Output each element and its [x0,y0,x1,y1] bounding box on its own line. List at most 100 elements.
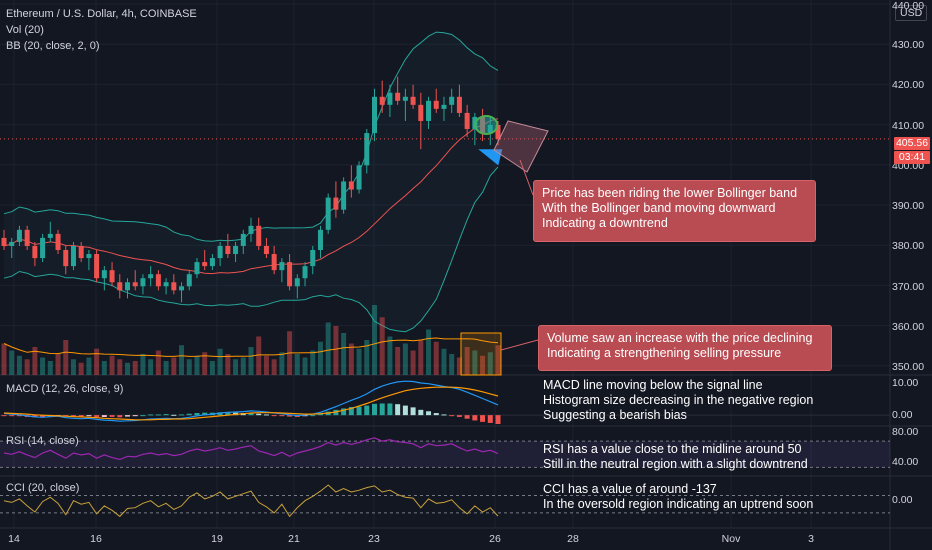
candle-body [379,96,385,105]
macd-histogram-bar [217,412,223,416]
candle-body [402,96,408,101]
volume-bar [387,336,393,375]
macd-histogram-bar [16,415,22,417]
macd-signal-line [3,386,499,421]
symbol-title[interactable]: Ethereum / U.S. Dollar, 4h, COINBASE [6,8,197,20]
volume-bar [410,350,416,375]
volume-bar [325,322,331,375]
cci-note-line: CCI has a value of around -137 [543,482,717,496]
y-tick-rsi: 40.00 [892,456,919,468]
candle-body [140,278,146,287]
bb-basis-line [3,118,499,275]
candle-body [202,262,208,267]
y-tick-price: 420.00 [892,79,925,91]
macd-histogram-bar [40,415,46,418]
macd-histogram-bar [78,415,84,417]
candle-body [449,96,455,105]
y-tick-macd: 0.00 [892,409,913,421]
candle-body [287,262,293,287]
macd-histogram-bar [86,415,92,417]
macd-histogram-bar [426,411,432,416]
candle-body [179,286,185,291]
candle-body [464,112,470,130]
candle-body [310,250,316,267]
macd-histogram-bar [418,409,424,416]
price-highlight-circle [474,115,499,135]
volume-annotation-line: Volume saw an increase with the price de… [547,331,813,345]
candle-body [63,250,69,267]
macd-histogram-bar [225,412,231,416]
x-tick: 3 [808,533,814,545]
candle-body [209,258,215,267]
candle-body [155,274,161,287]
macd-histogram-bar [441,414,447,416]
volume-legend[interactable]: Vol (20) [6,24,44,36]
volume-bar [225,354,231,375]
macd-histogram-bar [480,415,486,422]
candle-body [279,262,285,271]
volume-bar [16,355,22,375]
macd-histogram-bar [271,415,277,417]
volume-bar [426,329,432,375]
rsi-note-line: Still in the neutral region with a sligh… [543,457,808,471]
volume-bar [155,350,161,375]
macd-histogram-bar [456,415,462,417]
volume-bar [209,361,215,375]
macd-histogram-bar [379,403,385,416]
candle-body [101,270,107,279]
volume-bar [456,357,462,375]
volume-ma-line [3,337,499,358]
candle-body [341,181,347,210]
volume-bar [86,357,92,375]
macd-note-line: MACD line moving below the signal line [543,378,763,392]
volume-bar [317,341,323,375]
volume-bar [78,362,84,375]
volume-bar [32,347,38,375]
macd-histogram-bar [472,415,478,421]
bb-legend[interactable]: BB (20, close, 2, 0) [6,40,100,52]
cci-legend[interactable]: CCI (20, close) [6,482,80,494]
currency-button[interactable]: USD [895,5,928,21]
candle-body [117,282,123,291]
y-tick-price: 410.00 [892,120,925,132]
macd-histogram-bar [101,415,107,417]
x-tick: Nov [721,533,741,545]
candle-body [418,104,424,121]
x-tick: 28 [567,533,579,545]
rsi-legend[interactable]: RSI (14, close) [6,435,79,447]
current-price-badge: 405.56 [894,137,930,150]
y-tick-price: 380.00 [892,240,925,252]
candle-body [171,282,177,291]
volume-bar [148,359,154,375]
macd-histogram-bar [117,415,123,418]
candle-body [294,278,300,287]
volume-bar [395,347,401,375]
volume-bar [233,359,239,375]
y-tick-cci: 0.00 [892,494,913,506]
x-tick: 14 [8,533,20,545]
macd-histogram-bar [449,415,455,417]
macd-histogram-bar [186,413,192,416]
macd-legend[interactable]: MACD (12, 26, close, 9) [6,383,124,395]
macd-histogram-bar [395,404,401,416]
volume-annotation: Volume saw an increase with the price de… [538,325,832,371]
bb-annotation-line: Indicating a downtrend [542,216,668,230]
macd-histogram-bar [495,415,501,424]
macd-histogram-bar [248,413,254,416]
macd-histogram-bar [402,405,408,416]
candle-body [433,100,439,109]
macd-histogram-bar [125,415,130,417]
candle-body [395,92,401,101]
bb-annotation: Price has been riding the lower Bollinge… [533,180,816,242]
candle-body [163,282,169,287]
bb-lower-band [3,166,499,333]
volume-bar [109,355,115,375]
volume-bar [480,355,486,375]
macd-histogram-bar [433,413,439,416]
volume-bar [487,352,493,375]
candle-body [256,225,262,246]
candle-body [240,233,246,246]
volume-bar [356,348,362,375]
candle-body [456,96,462,113]
